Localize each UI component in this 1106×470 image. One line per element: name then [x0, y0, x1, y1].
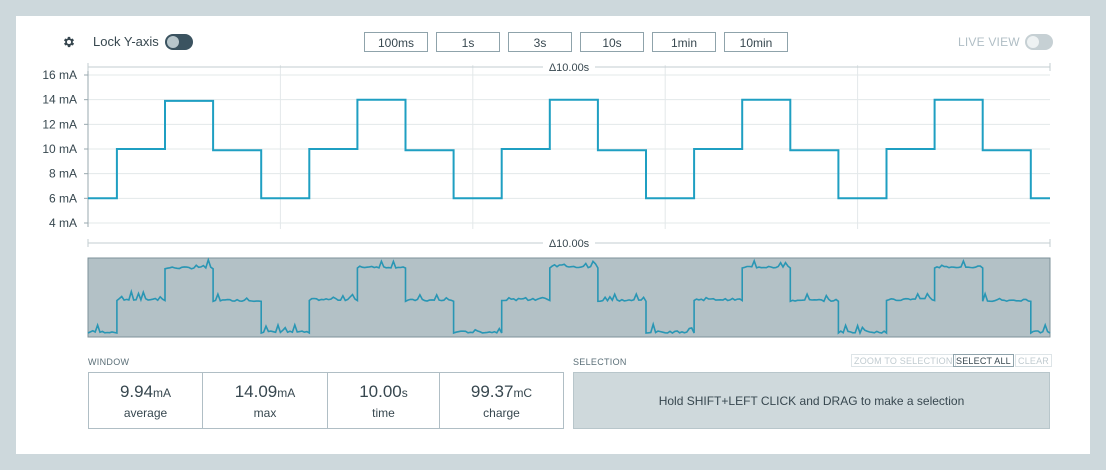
zoom-to-selection-button[interactable]: ZOOM TO SELECTION	[851, 354, 956, 367]
stat-label: charge	[483, 405, 520, 420]
clear-selection-button[interactable]: CLEAR	[1015, 354, 1053, 367]
current-chart[interactable]: 16 mA 14 mA 12 mA 10 mA 8 mA 6 mA 4 mA Δ10.00s Δ…	[16, 16, 1090, 346]
window-button-100ms[interactable]: 100ms	[364, 32, 428, 52]
stat-label: max	[253, 405, 277, 420]
stat-unit: mC	[513, 385, 533, 400]
data-logger-panel: Lock Y-axis 100ms 1s 3s 10s 1min 10min LIVE V…	[16, 16, 1090, 454]
window-section-label: WINDOW	[88, 357, 130, 367]
toggle-knob	[1027, 36, 1039, 48]
window-button-1min[interactable]: 1min	[652, 32, 716, 52]
stat-number: 14.09	[234, 381, 278, 401]
window-button-3s[interactable]: 3s	[508, 32, 572, 52]
stat-value: 9.94mA	[89, 382, 202, 403]
y-tick-label: 10 mA	[42, 142, 77, 156]
stat-charge: 99.37mC charge	[440, 373, 563, 428]
stat-unit: mA	[277, 385, 296, 400]
stat-max: 14.09mA max	[203, 373, 328, 428]
y-tick-label: 12 mA	[42, 117, 77, 131]
stat-value: 14.09mA	[203, 382, 327, 403]
duration-bracket-top-label: Δ10.00s	[549, 62, 590, 74]
minimap-background	[87, 257, 1051, 338]
window-button-10min[interactable]: 10min	[724, 32, 788, 52]
stat-unit: s	[401, 385, 408, 400]
current-trace	[88, 98, 1050, 200]
selection-hint: Hold SHIFT+LEFT CLICK and DRAG to make a…	[658, 393, 965, 408]
select-all-button[interactable]: SELECT ALL	[953, 354, 1014, 367]
stat-time: 10.00s time	[328, 373, 440, 428]
stat-number: 9.94	[119, 381, 154, 401]
lock-y-axis-label: Lock Y-axis	[93, 34, 159, 49]
gear-icon[interactable]	[62, 35, 76, 49]
stat-label: average	[123, 405, 168, 420]
minimap-trace	[87, 257, 1051, 336]
y-tick-label: 8 mA	[49, 167, 77, 181]
y-tick-label: 14 mA	[42, 93, 77, 107]
y-tick-label: 16 mA	[42, 68, 77, 82]
stat-label: time	[372, 405, 395, 420]
stat-number: 10.00	[359, 381, 402, 401]
window-stats: 9.94mA average 14.09mA max 10.00s time 9…	[88, 372, 564, 429]
selection-section-label: SELECTION	[573, 357, 627, 367]
lock-y-axis-toggle[interactable]	[165, 34, 193, 50]
live-view-label: LIVE VIEW	[958, 35, 1020, 49]
stat-number: 99.37	[470, 381, 514, 401]
duration-bracket-top-label-bg	[543, 60, 595, 73]
y-tick-label: 4 mA	[49, 216, 77, 230]
duration-bracket-bottom-label: Δ10.00s	[549, 238, 590, 250]
live-view-toggle[interactable]	[1025, 34, 1053, 50]
stat-value: 10.00s	[328, 382, 439, 403]
stat-unit: mA	[153, 385, 172, 400]
y-tick-label: 6 mA	[49, 191, 77, 205]
window-button-10s[interactable]: 10s	[580, 32, 644, 52]
stat-value: 99.37mC	[440, 382, 563, 403]
toggle-knob	[167, 36, 179, 48]
stat-average: 9.94mA average	[89, 373, 203, 428]
duration-bracket-bottom-label-bg	[543, 236, 595, 249]
selection-hint-box[interactable]: Hold SHIFT+LEFT CLICK and DRAG to make a…	[573, 372, 1050, 429]
window-button-1s[interactable]: 1s	[436, 32, 500, 52]
